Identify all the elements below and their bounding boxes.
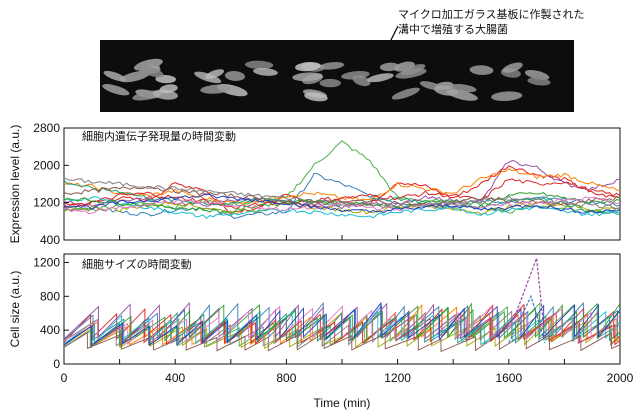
cell-size-y-ticks: 0 400 800 1200	[33, 255, 69, 371]
bacterium-cell	[450, 83, 477, 93]
x-axis-ticks: 0 400 800 1200 1600 2000	[61, 359, 634, 385]
x-tick-label: 1200	[384, 371, 411, 385]
cell-size-excursion-line	[491, 257, 546, 340]
annotation-line-2: 溝中で増殖する大腸菌	[398, 22, 508, 36]
x-tick-label: 1600	[495, 371, 522, 385]
microscopy-image	[100, 40, 574, 112]
bacterium-cell	[491, 91, 523, 101]
microscopy-image-background	[100, 40, 574, 112]
bacteria-cells	[102, 58, 551, 102]
cell-size-y-tick-label: 800	[40, 289, 60, 303]
cell-size-series-line	[63, 301, 621, 347]
bacterium-cell	[292, 72, 323, 82]
annotation-line-1: マイクロ加工ガラス基板に作製された	[398, 7, 585, 21]
expression-y-axis-label: Expression level (a.u.)	[8, 125, 22, 244]
x-axis-label: Time (min)	[314, 396, 371, 410]
expression-series	[63, 140, 621, 219]
bacterium-cell	[391, 87, 420, 100]
x-tick-label: 400	[165, 371, 185, 385]
cell-size-series-line	[63, 302, 621, 343]
expression-series-line	[63, 168, 621, 205]
cell-size-series-line	[63, 310, 621, 349]
expression-series-line	[63, 193, 621, 214]
bacterium-cell	[244, 60, 274, 70]
cell-size-y-axis-label: Cell size (a.u.)	[8, 271, 22, 348]
expression-panel: 400 1200 2000 2800 細胞内遺伝子発現量の時間変動 Expressio…	[8, 121, 621, 247]
cell-size-series-line	[63, 331, 621, 353]
x-tick-label: 0	[61, 371, 68, 385]
bacterium-cell	[524, 69, 550, 81]
expression-y-ticks: 400 1200 2000 2800	[33, 121, 565, 247]
bacterium-cell	[401, 64, 426, 76]
expression-y-tick-label: 2800	[33, 121, 60, 135]
expression-series-line	[63, 196, 621, 215]
bacterium-cell	[159, 84, 178, 94]
bacterium-cell	[136, 65, 164, 78]
bacterium-cell	[366, 73, 394, 83]
bacterium-cell	[253, 67, 278, 76]
cell-size-series-line	[63, 313, 621, 347]
expression-y-tick-label: 1200	[33, 196, 60, 210]
expression-panel-title: 細胞内遺伝子発現量の時間変動	[82, 129, 236, 143]
bacterium-cell	[102, 84, 130, 96]
expression-series-line	[63, 195, 621, 219]
bacterium-cell	[224, 71, 245, 81]
bacterium-cell	[502, 62, 523, 73]
cell-size-series-line	[63, 304, 621, 345]
bacterium-cell	[200, 84, 231, 94]
bacterium-cell	[319, 62, 345, 70]
cell-size-series	[63, 257, 621, 353]
annotation-pointer	[377, 25, 399, 67]
cell-size-excursion-line	[508, 294, 546, 344]
cell-size-y-tick-label: 0	[53, 357, 60, 371]
bacterium-cell	[469, 65, 494, 75]
bacterium-cell	[205, 69, 224, 79]
bacterium-cell	[527, 77, 551, 86]
x-tick-label: 800	[276, 371, 296, 385]
cell-size-y-tick-label: 400	[40, 323, 60, 337]
bacterium-cell	[304, 92, 328, 102]
expression-y-tick-label: 2000	[33, 158, 60, 172]
x-tick-label: 2000	[607, 371, 634, 385]
cell-size-panel: 0 400 800 1200 0 400 800 1200 1600 2000 細胞サイズの時間…	[8, 253, 634, 410]
expression-series-line	[63, 177, 621, 210]
cell-size-y-tick-label: 1200	[33, 255, 60, 269]
expression-series-line	[63, 178, 621, 209]
bacterium-cell	[119, 70, 151, 83]
cell-size-panel-title: 細胞サイズの時間変動	[82, 257, 192, 271]
expression-y-tick-label: 400	[40, 233, 60, 247]
bacterium-cell	[319, 78, 341, 88]
bacterium-cell	[295, 62, 321, 72]
bacterium-cell	[341, 70, 370, 80]
bacterium-cell	[379, 62, 400, 72]
